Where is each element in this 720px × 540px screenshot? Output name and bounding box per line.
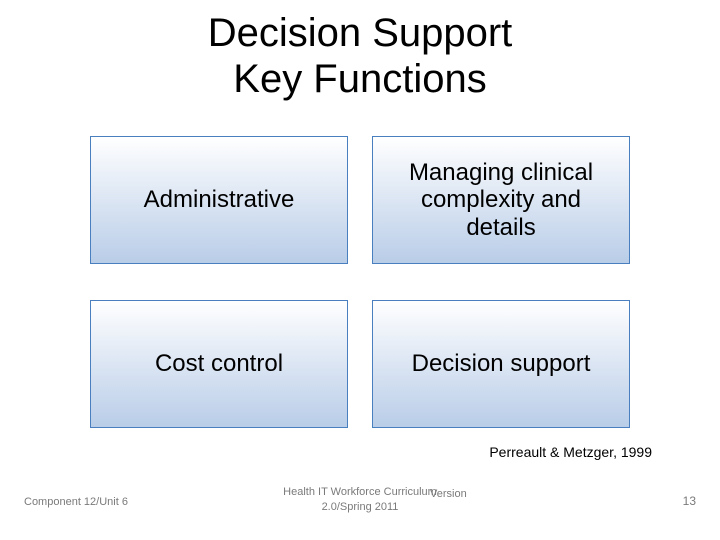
- box-cost-control: Cost control: [90, 300, 348, 428]
- citation: Perreault & Metzger, 1999: [489, 444, 652, 460]
- footer-center-line2: 2.0/Spring 2011: [322, 501, 399, 513]
- footer-version: Version: [430, 488, 467, 500]
- footer: Component 12/Unit 6 Health IT Workforce …: [0, 474, 720, 514]
- title-line-2: Key Functions: [233, 57, 486, 101]
- function-grid: Administrative Managing clinical complex…: [90, 136, 630, 428]
- box-label: Decision support: [412, 350, 591, 378]
- footer-center: Health IT Workforce Curriculum 2.0/Sprin…: [0, 485, 720, 514]
- box-label: Managing clinical complexity and details: [383, 159, 619, 242]
- footer-center-line1: Health IT Workforce Curriculum: [283, 486, 437, 498]
- footer-page-number: 13: [683, 494, 696, 508]
- box-label: Cost control: [155, 350, 283, 378]
- box-administrative: Administrative: [90, 136, 348, 264]
- box-managing-clinical: Managing clinical complexity and details: [372, 136, 630, 264]
- title-line-1: Decision Support: [208, 11, 513, 55]
- slide: Decision Support Key Functions Administr…: [0, 0, 720, 540]
- box-label: Administrative: [144, 186, 295, 214]
- slide-title: Decision Support Key Functions: [0, 10, 720, 102]
- box-decision-support: Decision support: [372, 300, 630, 428]
